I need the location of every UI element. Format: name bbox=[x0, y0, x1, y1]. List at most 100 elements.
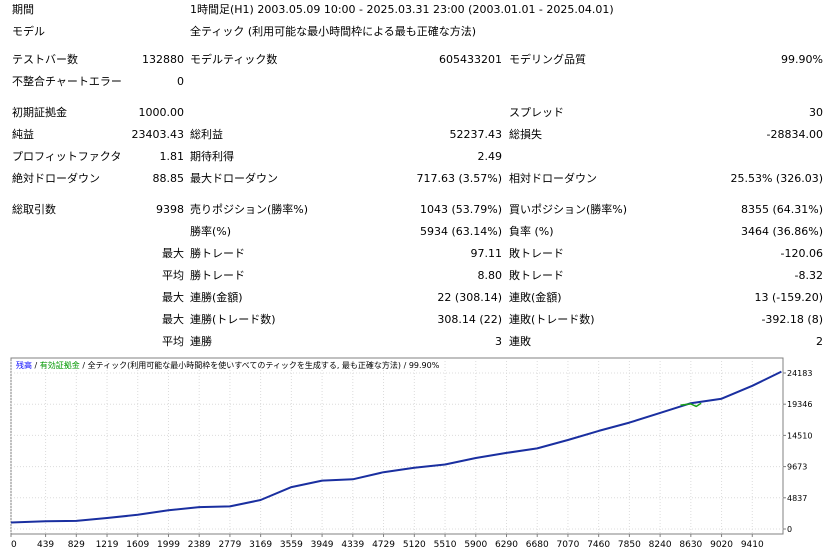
x-tick-label: 6680 bbox=[526, 540, 549, 550]
max-consecutive-profit-value: 308.14 (22) bbox=[437, 313, 502, 326]
quality-value: 99.90% bbox=[781, 53, 823, 66]
mismatch-label: 不整合チャートエラー bbox=[12, 75, 122, 88]
relative-drawdown-label: 相対ドローダウン bbox=[509, 172, 597, 185]
x-tick-label: 439 bbox=[37, 540, 54, 550]
average-consecutive-losses-value: 2 bbox=[816, 335, 823, 348]
average-consecutive-wins-value: 3 bbox=[495, 335, 502, 348]
x-tick-label: 4729 bbox=[372, 540, 395, 550]
net-profit-label: 純益 bbox=[12, 128, 34, 141]
average-profit-label: 勝トレード bbox=[190, 269, 245, 282]
x-tick-label: 4339 bbox=[341, 540, 364, 550]
profit-trades-value: 5934 (63.14%) bbox=[419, 225, 502, 238]
maximal-drawdown-value: 717.63 (3.57%) bbox=[416, 172, 502, 185]
quality-label: モデリング品質 bbox=[509, 53, 586, 66]
x-tick-label: 7460 bbox=[587, 540, 610, 550]
legend-separator-1: / bbox=[32, 361, 40, 370]
chart-grid bbox=[10, 361, 783, 534]
long-positions-value: 8355 (64.31%) bbox=[740, 203, 823, 216]
largest-profit-label: 勝トレード bbox=[190, 247, 245, 260]
total-trades-label: 総取引数 bbox=[12, 203, 56, 216]
y-axis: 24183 19346 14510 9673 4837 0 bbox=[783, 369, 812, 534]
absolute-drawdown-label: 絶対ドローダウン bbox=[12, 172, 100, 185]
max-consecutive-wins-value: 22 (308.14) bbox=[437, 291, 502, 304]
short-positions-label: 売りポジション(勝率%) bbox=[190, 203, 309, 216]
y-tick-label: 14510 bbox=[787, 431, 812, 440]
loss-trades-value: 3464 (36.86%) bbox=[740, 225, 823, 238]
bars-label: テストバー数 bbox=[12, 53, 78, 66]
expected-payoff-value: 2.49 bbox=[477, 150, 503, 163]
legend-separator-2: / bbox=[80, 361, 88, 370]
net-profit-value: 23403.43 bbox=[131, 128, 185, 141]
deposit-value: 1000.00 bbox=[138, 106, 185, 119]
largest-loss-label: 敗トレード bbox=[509, 247, 564, 260]
max-consecutive-loss-value: -392.18 (8) bbox=[761, 313, 823, 326]
average-prefix: 平均 bbox=[162, 269, 184, 282]
x-tick-label: 5120 bbox=[403, 540, 426, 550]
max-consecutive-profit-label: 連勝(トレード数) bbox=[190, 313, 276, 326]
ticks-value: 605433201 bbox=[439, 53, 502, 66]
mismatch-value: 0 bbox=[177, 75, 184, 88]
x-tick-label: 0 bbox=[11, 540, 17, 550]
short-positions-value: 1043 (53.79%) bbox=[419, 203, 502, 216]
x-tick-label: 7070 bbox=[556, 540, 579, 550]
long-positions-label: 買いポジション(勝率%) bbox=[509, 203, 628, 216]
bars-value: 132880 bbox=[142, 53, 184, 66]
max-consecutive-wins-label: 連勝(金額) bbox=[190, 291, 243, 304]
y-tick-label: 24183 bbox=[787, 369, 812, 378]
gross-loss-label: 総損失 bbox=[509, 128, 542, 141]
max-consecutive-count-prefix: 最大 bbox=[162, 313, 184, 326]
model-value: 全ティック (利用可能な最小時間枠による最も正確な方法) bbox=[190, 25, 477, 38]
average-loss-label: 敗トレード bbox=[509, 269, 564, 282]
period-value: 1時間足(H1) 2003.05.09 10:00 - 2025.03.31 2… bbox=[190, 3, 614, 16]
absolute-drawdown-value: 88.85 bbox=[152, 172, 185, 185]
x-tick-label: 5510 bbox=[434, 540, 457, 550]
x-axis: 0 439 829 1219 1609 1999 2389 2779 3169 3559 3949 4… bbox=[10, 534, 764, 550]
x-tick-label: 9410 bbox=[741, 540, 764, 550]
x-tick-label: 3169 bbox=[249, 540, 272, 550]
balance-chart: 残高 / 有効証拠金 / 全ティック(利用可能な最小時間枠を使いすべてのティック… bbox=[10, 357, 812, 550]
x-tick-label: 9020 bbox=[710, 540, 733, 550]
max-consecutive-losses-value: 13 (-159.20) bbox=[754, 291, 823, 304]
y-tick-label: 0 bbox=[787, 525, 792, 534]
balance-series-line bbox=[10, 370, 782, 524]
maximal-drawdown-label: 最大ドローダウン bbox=[190, 172, 278, 185]
spread-label: スプレッド bbox=[509, 106, 564, 119]
equity-series-line bbox=[680, 402, 702, 408]
chart-frame bbox=[10, 357, 784, 535]
x-tick-label: 2389 bbox=[188, 540, 211, 550]
ticks-label: モデルティック数 bbox=[190, 53, 278, 66]
profit-trades-label: 勝率(%) bbox=[190, 225, 232, 238]
x-tick-label: 1999 bbox=[157, 540, 180, 550]
model-label: モデル bbox=[12, 25, 45, 38]
average-consecutive-wins-label: 連勝 bbox=[190, 335, 212, 348]
x-tick-label: 6290 bbox=[495, 540, 518, 550]
average-profit-value: 8.80 bbox=[477, 269, 503, 282]
deposit-label: 初期証拠金 bbox=[12, 106, 67, 119]
x-tick-label: 8240 bbox=[649, 540, 672, 550]
loss-trades-label: 負率 (%) bbox=[509, 225, 554, 238]
chart-description: 全ティック(利用可能な最小時間枠を使いすべてのティックを生成する, 最も正確な方… bbox=[88, 360, 440, 370]
x-tick-label: 7850 bbox=[618, 540, 641, 550]
chart-series bbox=[10, 370, 782, 524]
y-tick-label: 19346 bbox=[787, 400, 812, 409]
max-consecutive-losses-label: 連敗(金額) bbox=[509, 291, 562, 304]
max-consecutive-prefix: 最大 bbox=[162, 291, 184, 304]
largest-loss-value: -120.06 bbox=[780, 247, 823, 260]
x-tick-label: 5900 bbox=[464, 540, 487, 550]
gross-loss-value: -28834.00 bbox=[766, 128, 823, 141]
expected-payoff-label: 期待利得 bbox=[190, 150, 234, 163]
legend-balance: 残高 bbox=[16, 360, 32, 370]
profit-factor-value: 1.81 bbox=[159, 150, 185, 163]
gross-profit-value: 52237.43 bbox=[449, 128, 503, 141]
y-tick-label: 9673 bbox=[787, 463, 807, 472]
max-consecutive-loss-label: 連敗(トレード数) bbox=[509, 313, 595, 326]
x-tick-label: 2779 bbox=[218, 540, 241, 550]
profit-factor-label: プロフィットファクタ bbox=[12, 150, 122, 163]
largest-profit-value: 97.11 bbox=[470, 247, 503, 260]
average-consecutive-prefix: 平均 bbox=[162, 335, 184, 348]
x-tick-label: 8630 bbox=[679, 540, 702, 550]
average-loss-value: -8.32 bbox=[794, 269, 823, 282]
x-tick-label: 3949 bbox=[311, 540, 334, 550]
largest-prefix: 最大 bbox=[162, 247, 184, 260]
x-tick-label: 3559 bbox=[280, 540, 303, 550]
